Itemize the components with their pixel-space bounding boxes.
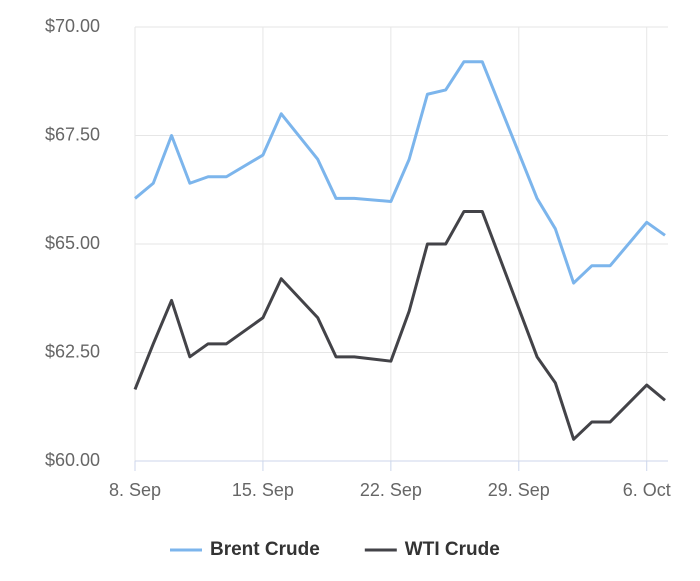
legend-label: WTI Crude xyxy=(405,539,500,560)
series-line xyxy=(134,60,666,285)
y-tick-label: $62.50 xyxy=(45,341,100,361)
y-tick-label: $67.50 xyxy=(45,124,100,144)
x-tick-label: 15. Sep xyxy=(232,480,294,500)
legend: Brent Crude WTI Crude xyxy=(170,539,500,560)
x-tick-label: 29. Sep xyxy=(488,480,550,500)
x-tick-label: 8. Sep xyxy=(109,480,161,500)
series-line xyxy=(133,209,666,441)
legend-label: Brent Crude xyxy=(210,539,320,560)
y-tick-label: $60.00 xyxy=(45,450,100,470)
y-tick-label: $70.00 xyxy=(45,16,100,36)
x-tick-label: 22. Sep xyxy=(360,480,422,500)
y-tick-label: $65.00 xyxy=(45,233,100,253)
x-tick-label: 6. Oct xyxy=(623,480,671,500)
